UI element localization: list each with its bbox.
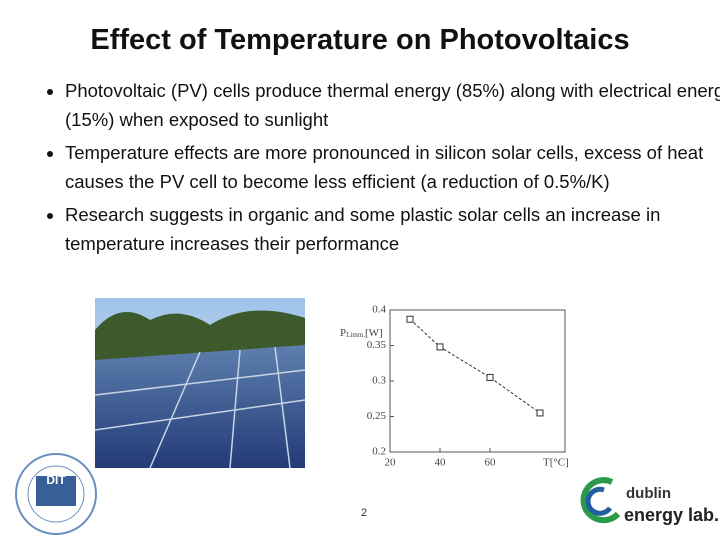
bullet: Temperature effects are more pronounced …: [65, 138, 720, 196]
series-line: [409, 318, 541, 414]
x-tick-label: 20: [385, 457, 397, 469]
y-tick-label: 0.3: [372, 375, 386, 387]
logo-right-line2: energy lab.: [624, 505, 719, 525]
point: [406, 315, 414, 323]
plot-frame: [389, 309, 566, 453]
x-tick-label: 40: [435, 457, 447, 469]
page-number: 2: [361, 507, 367, 519]
point: [486, 373, 494, 381]
y-tick-label: 0.4: [372, 304, 386, 316]
x-tick-label: 60: [485, 457, 497, 469]
x-axis-label: T[°C]: [543, 457, 569, 469]
y-tick-label: 0.25: [367, 410, 387, 422]
bullet-list: Photovoltaic (PV) cells produce thermal …: [22, 76, 720, 262]
logo-right-line1: dublin: [626, 485, 671, 502]
y-label-symbol: P: [340, 327, 346, 339]
y-tick-label: 0.2: [372, 446, 386, 458]
bullet: Photovoltaic (PV) cells produce thermal …: [65, 76, 720, 134]
photo: [94, 298, 306, 469]
slide-title: Effect of Temperature on Photovoltaics: [90, 24, 630, 56]
y-label-unit: [W]: [365, 327, 383, 339]
y-axis-label: PLimm.[W]: [340, 327, 383, 339]
point: [436, 343, 444, 351]
bullet: Research suggests in organic and some pl…: [65, 200, 720, 258]
logo-left-text: DIT: [46, 473, 66, 487]
y-label-subscript: Limm.: [346, 331, 365, 339]
y-tick-label: 0.35: [367, 339, 387, 351]
logo-left: [15, 453, 97, 535]
point: [536, 409, 544, 417]
logo-right: [580, 477, 621, 524]
